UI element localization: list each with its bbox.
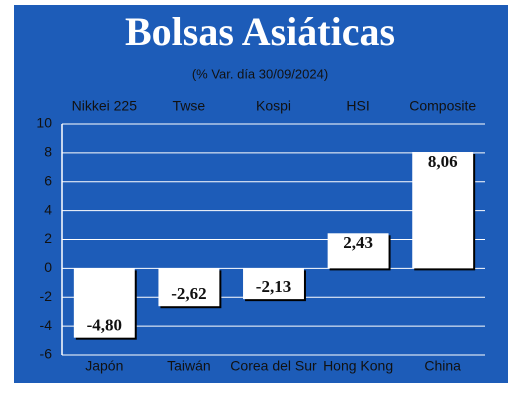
index-label: HSI	[346, 98, 369, 114]
index-label: Twse	[173, 98, 206, 114]
chart-subtitle: (% Var. día 30/09/2024)	[192, 66, 328, 81]
bar	[243, 268, 304, 300]
y-tick-label: -4	[40, 317, 53, 333]
data-label: 2,43	[343, 233, 373, 252]
data-label: -2,13	[256, 277, 291, 296]
x-tick-label: Corea del Sur	[230, 358, 317, 374]
y-tick-label: 8	[44, 144, 52, 160]
data-label: -2,62	[171, 284, 206, 303]
y-tick-label: 2	[44, 230, 52, 246]
x-tick-label: Japón	[85, 358, 123, 374]
bar	[158, 268, 220, 307]
data-label: -4,80	[87, 316, 122, 335]
bar	[327, 233, 389, 269]
y-tick-label: -2	[40, 288, 53, 304]
y-tick-label: -6	[40, 346, 53, 362]
chart-title: Bolsas Asiáticas	[125, 9, 395, 54]
index-label: Composite	[409, 98, 476, 114]
index-label: Kospi	[256, 98, 291, 114]
index-label: Nikkei 225	[72, 98, 138, 114]
y-tick-label: 4	[44, 201, 52, 217]
data-label: 8,06	[428, 152, 458, 171]
x-tick-label: China	[424, 358, 461, 374]
y-tick-label: 10	[36, 115, 52, 131]
x-tick-label: Hong Kong	[323, 358, 393, 374]
bar	[412, 152, 474, 269]
bar	[73, 268, 135, 338]
x-tick-label: Taiwán	[167, 358, 211, 374]
y-tick-label: 6	[44, 172, 52, 188]
y-tick-label: 0	[44, 259, 52, 275]
